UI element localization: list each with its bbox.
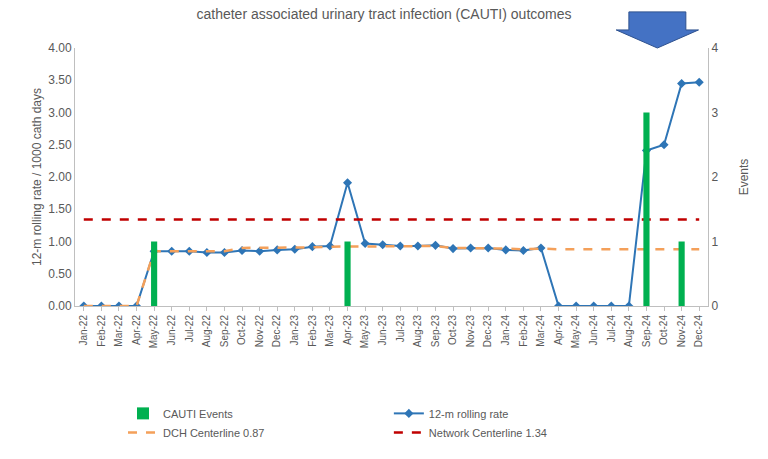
svg-text:2: 2 xyxy=(711,170,718,184)
svg-text:CAUTI Events: CAUTI Events xyxy=(163,408,233,420)
svg-text:Jan-24: Jan-24 xyxy=(500,315,511,346)
svg-text:Dec-24: Dec-24 xyxy=(693,315,704,348)
svg-text:Mar-23: Mar-23 xyxy=(324,315,335,347)
svg-text:12-m rolling rate / 1000 cath: 12-m rolling rate / 1000 cath days xyxy=(30,88,44,266)
svg-text:Network Centerline 1.34: Network Centerline 1.34 xyxy=(429,427,547,439)
svg-text:Jul-24: Jul-24 xyxy=(606,315,617,343)
svg-text:Feb-22: Feb-22 xyxy=(96,315,107,347)
svg-text:Oct-23: Oct-23 xyxy=(447,315,458,345)
svg-text:Feb-23: Feb-23 xyxy=(307,315,318,347)
svg-text:Jun-22: Jun-22 xyxy=(166,315,177,346)
svg-text:May-23: May-23 xyxy=(359,315,370,349)
svg-text:Dec-23: Dec-23 xyxy=(482,315,493,348)
svg-text:Oct-22: Oct-22 xyxy=(236,315,247,345)
svg-text:3.50: 3.50 xyxy=(48,73,72,87)
svg-text:Jan-23: Jan-23 xyxy=(289,315,300,346)
svg-text:3: 3 xyxy=(711,106,718,120)
svg-text:12-m rolling rate: 12-m rolling rate xyxy=(429,408,508,420)
svg-text:Aug-24: Aug-24 xyxy=(623,315,634,348)
svg-text:Sep-22: Sep-22 xyxy=(219,315,230,348)
svg-text:May-22: May-22 xyxy=(148,315,159,349)
svg-text:Sep-23: Sep-23 xyxy=(430,315,441,348)
svg-text:Apr-22: Apr-22 xyxy=(131,315,142,345)
svg-text:3.00: 3.00 xyxy=(48,106,72,120)
svg-text:Aug-23: Aug-23 xyxy=(412,315,423,348)
svg-text:Jun-24: Jun-24 xyxy=(588,315,599,346)
svg-text:4: 4 xyxy=(711,41,718,55)
svg-text:Sep-24: Sep-24 xyxy=(641,315,652,348)
svg-text:Mar-22: Mar-22 xyxy=(113,315,124,347)
svg-text:1.50: 1.50 xyxy=(48,202,72,216)
svg-text:May-24: May-24 xyxy=(570,315,581,349)
svg-text:0: 0 xyxy=(711,299,718,313)
svg-text:Dec-22: Dec-22 xyxy=(271,315,282,348)
svg-text:Nov-22: Nov-22 xyxy=(254,315,265,348)
svg-text:catheter associated urinary tr: catheter associated urinary tract infect… xyxy=(196,6,571,22)
svg-text:Nov-23: Nov-23 xyxy=(465,315,476,348)
svg-text:Jun-23: Jun-23 xyxy=(377,315,388,346)
svg-text:2.00: 2.00 xyxy=(48,170,72,184)
svg-text:Jan-22: Jan-22 xyxy=(78,315,89,346)
svg-text:Oct-24: Oct-24 xyxy=(658,315,669,345)
svg-text:Events: Events xyxy=(737,159,751,196)
svg-text:1: 1 xyxy=(711,235,718,249)
svg-text:Feb-24: Feb-24 xyxy=(518,315,529,347)
svg-text:0.50: 0.50 xyxy=(48,267,72,281)
svg-text:Apr-23: Apr-23 xyxy=(342,315,353,345)
svg-text:1.00: 1.00 xyxy=(48,235,72,249)
svg-text:Jul-22: Jul-22 xyxy=(184,315,195,343)
svg-text:Apr-24: Apr-24 xyxy=(553,315,564,345)
svg-text:0.00: 0.00 xyxy=(48,299,72,313)
svg-text:Mar-24: Mar-24 xyxy=(535,315,546,347)
svg-text:Aug-22: Aug-22 xyxy=(201,315,212,348)
svg-text:Nov-24: Nov-24 xyxy=(676,315,687,348)
svg-text:2.50: 2.50 xyxy=(48,138,72,152)
svg-text:Jul-23: Jul-23 xyxy=(395,315,406,343)
svg-text:4.00: 4.00 xyxy=(48,41,72,55)
svg-text:DCH Centerline 0.87: DCH Centerline 0.87 xyxy=(163,427,265,439)
